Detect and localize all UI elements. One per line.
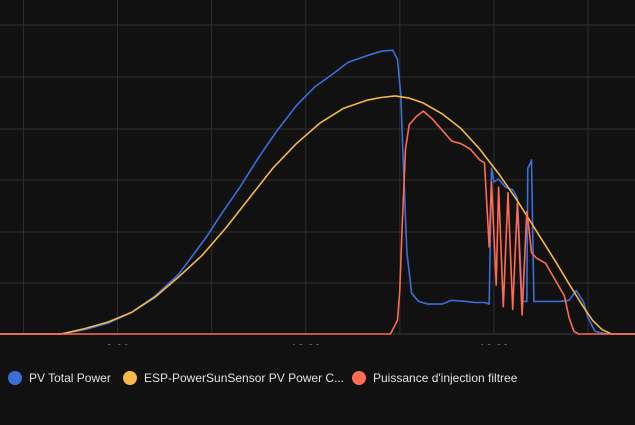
legend-color-dot: [352, 371, 366, 385]
series-line-2[interactable]: [0, 95, 635, 335]
chart-grid: [0, 0, 635, 335]
series-line-1[interactable]: [0, 49, 635, 335]
x-tick-label: 16:00: [479, 342, 509, 345]
legend-item-2[interactable]: ESP-PowerSunSensor PV Power C...: [123, 366, 344, 390]
chart-series: [0, 49, 635, 335]
line-chart: 8:00 12:00 16:00: [0, 0, 635, 345]
legend-label: PV Total Power: [29, 371, 111, 385]
legend-label: ESP-PowerSunSensor PV Power C...: [144, 371, 345, 385]
legend-label: Puissance d'injection filtree: [373, 371, 518, 385]
chart-legend: PV Total Power ESP-PowerSunSensor PV Powe…: [0, 366, 635, 390]
x-tick-label: 12:00: [291, 342, 321, 345]
legend-item-1[interactable]: PV Total Power: [8, 366, 111, 390]
legend-item-3[interactable]: Puissance d'injection filtree: [352, 366, 517, 390]
x-axis-ticks: 8:00 12:00 16:00: [106, 342, 509, 345]
legend-color-dot: [8, 371, 22, 385]
x-tick-label: 8:00: [106, 342, 130, 345]
legend-color-dot: [123, 371, 137, 385]
series-line-3[interactable]: [0, 110, 635, 335]
